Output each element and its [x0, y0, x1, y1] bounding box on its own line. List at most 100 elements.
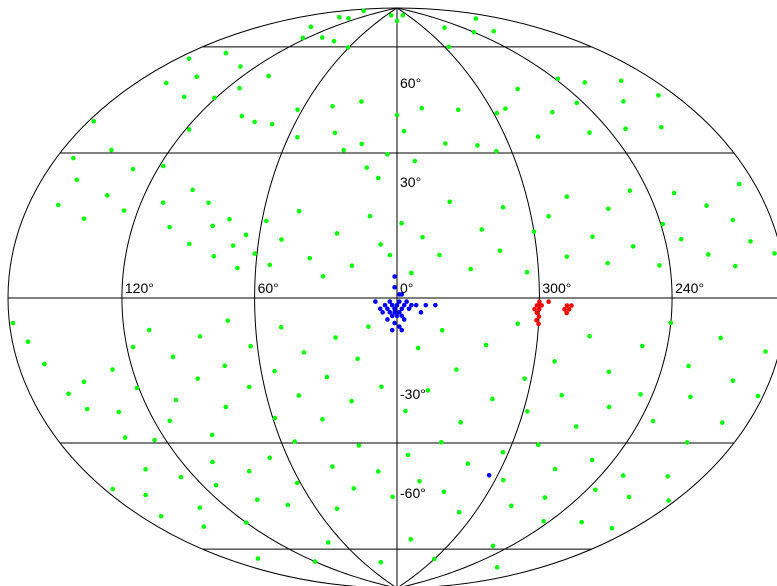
data-point: [238, 64, 243, 69]
data-point: [531, 229, 537, 234]
data-point: [618, 78, 624, 84]
data-point: [255, 556, 261, 561]
data-point: [546, 214, 551, 219]
data-point: [605, 260, 610, 266]
data-point: [730, 217, 736, 223]
data-point: [210, 459, 215, 465]
data-point: [732, 263, 738, 269]
data-point: [736, 181, 742, 187]
data-point: [55, 202, 61, 208]
data-point: [213, 482, 219, 488]
data-point: [589, 457, 595, 463]
data-point: [167, 224, 172, 230]
data-point: [606, 206, 611, 211]
data-point: [546, 299, 551, 305]
data-point: [394, 18, 400, 24]
data-point: [122, 435, 128, 440]
data-point: [121, 208, 127, 213]
data-point: [206, 200, 211, 206]
data-point: [534, 310, 540, 316]
data-point: [330, 103, 335, 109]
data-point: [399, 327, 405, 333]
data-point: [146, 327, 152, 333]
data-point: [666, 498, 671, 503]
data-point: [346, 16, 351, 21]
data-point: [187, 241, 192, 247]
data-point: [223, 404, 229, 410]
data-point: [688, 394, 693, 400]
data-point: [658, 124, 664, 130]
data-point: [522, 376, 528, 381]
data-point: [375, 469, 381, 474]
data-point: [536, 306, 542, 312]
data-point: [230, 243, 236, 248]
data-point: [378, 559, 384, 565]
data-point: [593, 487, 598, 493]
data-point: [164, 80, 169, 86]
data-point: [394, 302, 400, 308]
data-point: [325, 540, 331, 545]
data-point: [366, 324, 371, 329]
data-point: [252, 119, 257, 125]
data-point: [566, 307, 572, 312]
data-point: [550, 109, 555, 115]
data-point: [385, 152, 390, 157]
data-point: [211, 253, 217, 259]
data-point: [71, 155, 76, 161]
data-point: [397, 310, 402, 315]
data-point: [170, 354, 176, 360]
data-point: [668, 320, 674, 326]
data-point: [535, 442, 541, 448]
data-point: [361, 8, 366, 14]
data-point: [403, 408, 408, 414]
data-point: [209, 432, 215, 438]
data-point: [412, 158, 418, 164]
data-point: [387, 310, 393, 315]
data-point: [409, 302, 414, 308]
data-point: [456, 509, 462, 515]
data-point: [552, 359, 557, 364]
data-point: [333, 335, 338, 340]
data-point: [181, 94, 187, 100]
data-point: [471, 29, 477, 35]
data-point: [272, 368, 277, 374]
data-point: [334, 506, 340, 512]
data-point: [535, 134, 541, 139]
data-point: [152, 437, 157, 443]
data-point: [186, 56, 192, 62]
data-point: [278, 324, 284, 330]
data-point: [455, 107, 461, 113]
data-point: [542, 495, 548, 500]
data-point: [375, 175, 381, 181]
data-point: [587, 130, 592, 135]
data-point: [454, 367, 459, 372]
latitude-tick-label: 60°: [400, 75, 421, 91]
data-point: [210, 223, 215, 229]
data-point: [582, 80, 587, 85]
data-point: [143, 492, 148, 498]
data-point: [161, 163, 166, 169]
data-point: [227, 216, 232, 222]
data-point: [397, 299, 402, 304]
data-point: [500, 205, 506, 210]
data-point: [490, 396, 495, 402]
data-point: [515, 86, 520, 92]
data-point: [555, 76, 561, 81]
data-point: [524, 269, 530, 275]
data-point: [392, 284, 397, 290]
data-point: [718, 335, 723, 341]
data-point: [243, 232, 249, 238]
data-point: [267, 262, 273, 268]
data-point: [158, 514, 164, 519]
data-point: [399, 292, 405, 297]
longitude-tick-label: 240°: [675, 280, 704, 296]
data-point: [437, 252, 442, 258]
data-point: [465, 461, 471, 466]
data-point: [609, 525, 615, 531]
data-point: [392, 274, 397, 279]
data-point: [419, 105, 425, 111]
data-point: [772, 251, 777, 256]
data-point: [532, 306, 537, 312]
data-point: [373, 299, 378, 304]
data-point: [173, 397, 179, 403]
